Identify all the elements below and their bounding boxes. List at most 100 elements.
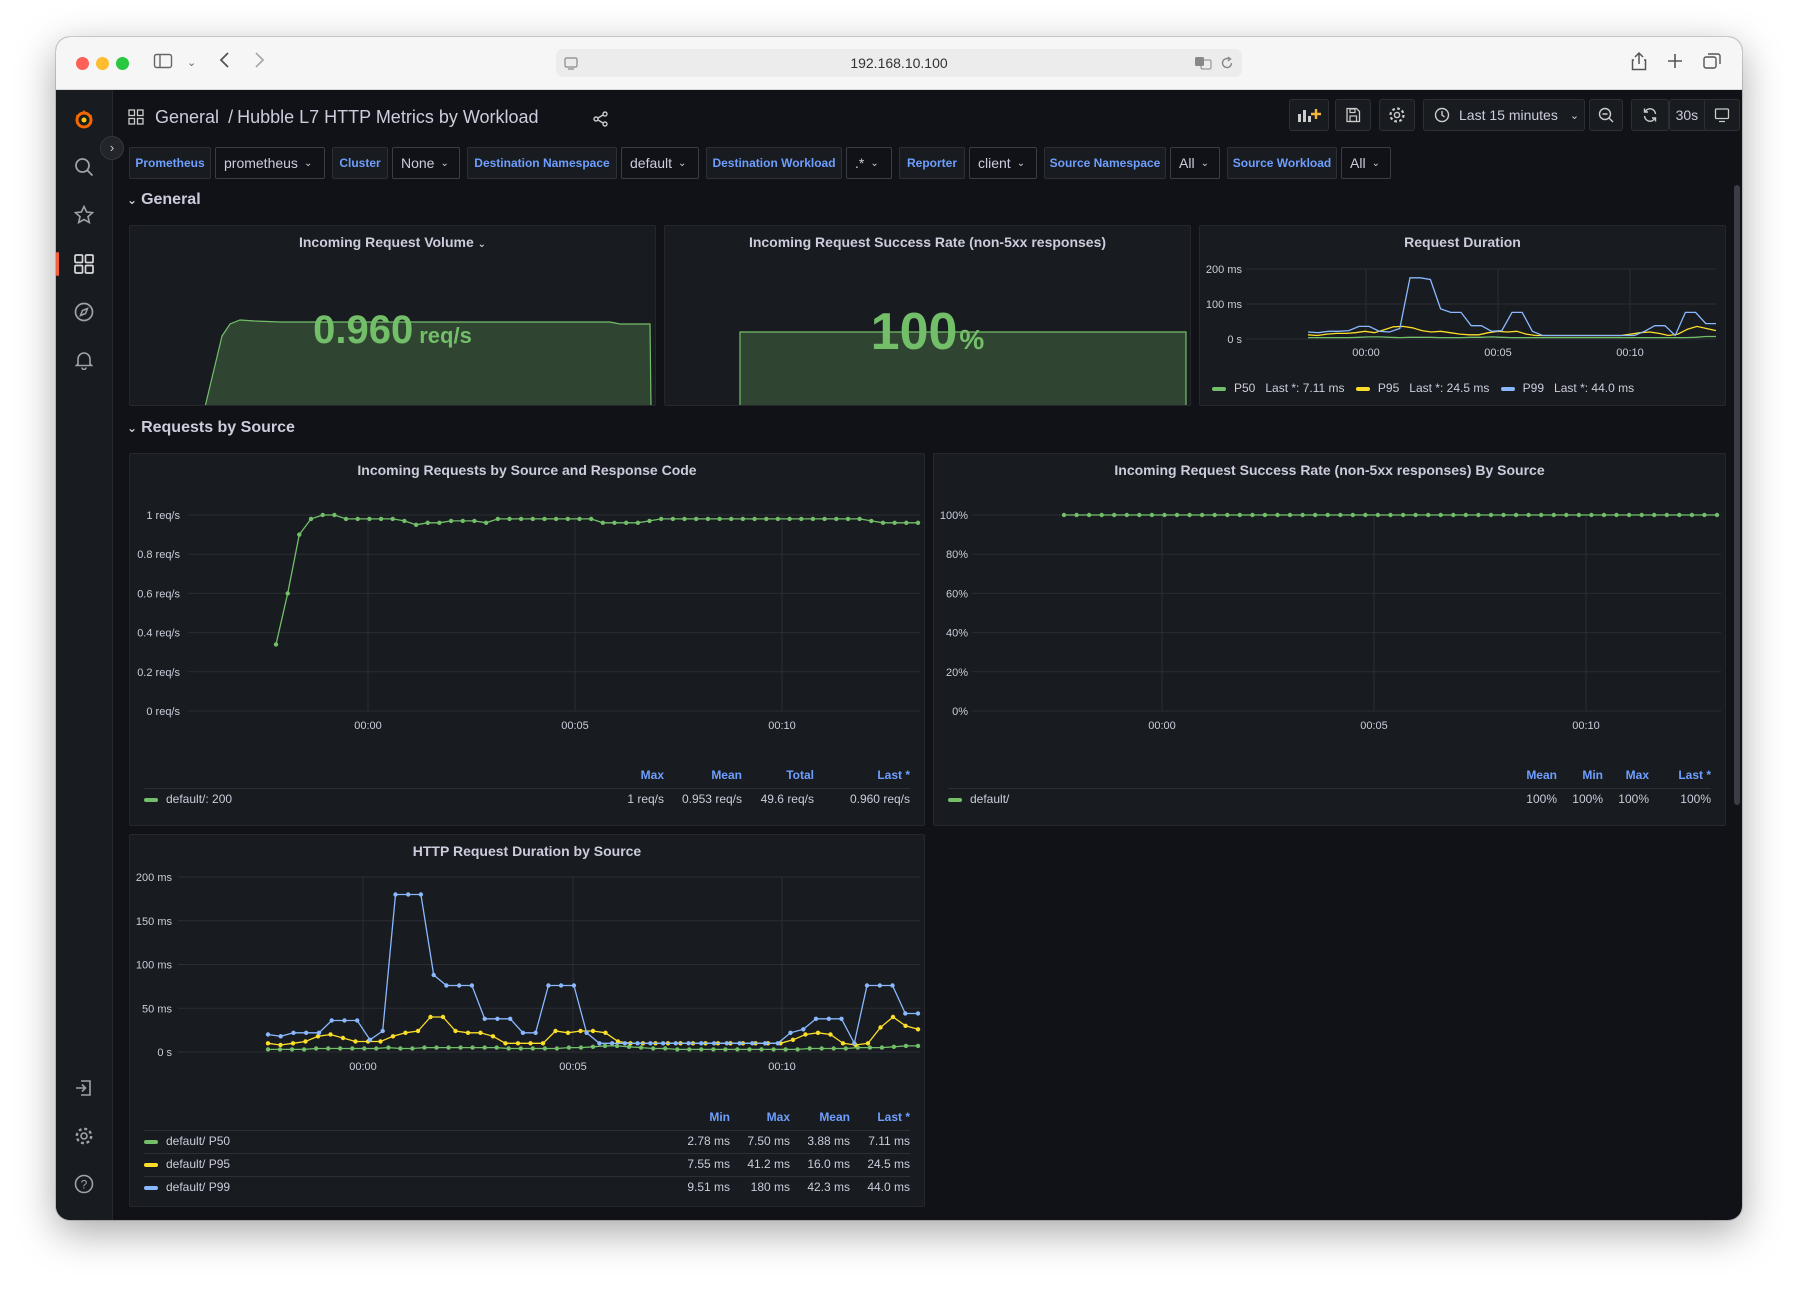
sign-in-icon[interactable] bbox=[69, 1073, 99, 1103]
sidebar-toggle-icon[interactable] bbox=[153, 52, 173, 75]
dashboards-icon[interactable] bbox=[69, 249, 99, 279]
var-select-source-namespace[interactable]: All ⌄ bbox=[1170, 147, 1220, 179]
var-label-reporter: Reporter bbox=[899, 147, 965, 179]
legend-header[interactable]: Max bbox=[640, 768, 664, 782]
legend-header[interactable]: Last * bbox=[1678, 768, 1711, 782]
share-dashboard-icon[interactable] bbox=[593, 111, 609, 127]
data-point bbox=[577, 516, 582, 522]
legend-row[interactable]: default/ P95 7.55 ms 41.2 ms 16.0 ms 24.… bbox=[144, 1153, 910, 1173]
legend-row[interactable]: default/ 100% 100% 100% 100% bbox=[948, 788, 1711, 808]
search-icon[interactable] bbox=[69, 152, 99, 182]
data-point bbox=[291, 1030, 296, 1035]
legend-header[interactable]: Total bbox=[786, 768, 814, 782]
data-point bbox=[386, 1045, 391, 1050]
data-point bbox=[807, 1046, 812, 1051]
back-icon[interactable] bbox=[218, 50, 232, 75]
legend-header[interactable]: Max bbox=[1625, 768, 1649, 782]
panel-title[interactable]: Request Duration bbox=[1404, 234, 1521, 250]
legend-row[interactable]: default/ P99 9.51 ms 180 ms 42.3 ms 44.0… bbox=[144, 1176, 910, 1196]
gear-icon[interactable] bbox=[69, 1121, 99, 1151]
data-point bbox=[425, 520, 430, 525]
y-tick-label: 200 ms bbox=[1206, 264, 1243, 276]
data-point bbox=[724, 1041, 729, 1046]
data-point bbox=[915, 1027, 921, 1032]
refresh-button[interactable] bbox=[1631, 99, 1669, 131]
data-point bbox=[1124, 512, 1129, 518]
panel-title[interactable]: Incoming Request Volume ⌄ bbox=[298, 234, 487, 250]
explore-icon[interactable] bbox=[69, 297, 99, 327]
legend-header[interactable]: Mean bbox=[711, 768, 742, 782]
legend-name: default/: 200 bbox=[166, 792, 233, 806]
legend-header[interactable]: Mean bbox=[1526, 768, 1557, 782]
reload-icon[interactable] bbox=[1220, 56, 1234, 70]
new-tab-icon[interactable] bbox=[1667, 51, 1683, 76]
legend-item[interactable]: P50 Last *: 7.11 ms bbox=[1212, 381, 1345, 395]
var-select-reporter[interactable]: client ⌄ bbox=[969, 147, 1037, 179]
expand-menu-button[interactable]: › bbox=[100, 136, 124, 160]
dashboard-title[interactable]: Hubble L7 HTTP Metrics by Workload bbox=[237, 107, 539, 127]
var-select-cluster[interactable]: None ⌄ bbox=[392, 147, 460, 179]
tab-overview-icon[interactable] bbox=[1703, 51, 1721, 76]
share-icon[interactable] bbox=[1631, 51, 1647, 76]
legend-value: 44.0 ms bbox=[1591, 381, 1635, 395]
var-select-prometheus[interactable]: prometheus ⌄ bbox=[215, 147, 325, 179]
y-tick-label: 150 ms bbox=[136, 916, 173, 928]
var-select-destination-namespace[interactable]: default ⌄ bbox=[621, 147, 699, 179]
legend-header[interactable]: Mean bbox=[819, 1110, 850, 1124]
alerting-icon[interactable] bbox=[69, 345, 99, 375]
legend-header[interactable]: Min bbox=[709, 1110, 730, 1124]
var-select-destination-workload[interactable]: .* ⌄ bbox=[846, 147, 892, 179]
row-general[interactable]: ⌄ General bbox=[127, 191, 201, 209]
legend-header[interactable]: Max bbox=[766, 1110, 790, 1124]
legend-value: 49.6 req/s bbox=[760, 792, 814, 806]
row-requests-by-source[interactable]: ⌄ Requests by Source bbox=[127, 419, 295, 437]
time-picker-button[interactable]: Last 15 minutes ⌄ bbox=[1423, 99, 1585, 131]
starred-icon[interactable] bbox=[69, 200, 99, 230]
add-panel-button[interactable] bbox=[1289, 99, 1329, 131]
minimize-window-button[interactable] bbox=[96, 57, 109, 70]
data-point bbox=[839, 1016, 844, 1021]
forward-icon[interactable] bbox=[252, 50, 266, 75]
panel-title[interactable]: Incoming Request Success Rate (non-5xx r… bbox=[1114, 462, 1545, 478]
data-point bbox=[460, 518, 465, 524]
x-tick-label: 00:05 bbox=[1484, 347, 1512, 359]
data-point bbox=[614, 1043, 620, 1049]
var-value: prometheus bbox=[224, 155, 298, 171]
chevron-down-icon[interactable]: ⌄ bbox=[187, 57, 197, 69]
legend-item[interactable]: P99 Last *: 44.0 ms bbox=[1500, 381, 1635, 395]
chevron-down-icon: ⌄ bbox=[1569, 109, 1580, 122]
address-bar[interactable]: 192.168.10.100 bbox=[556, 49, 1242, 77]
help-icon[interactable]: ? bbox=[69, 1169, 99, 1199]
legend-header[interactable]: Min bbox=[1582, 768, 1603, 782]
data-point bbox=[393, 892, 398, 897]
data-point bbox=[1501, 512, 1506, 518]
panel-title[interactable]: Incoming Request Success Rate (non-5xx r… bbox=[748, 234, 1107, 250]
zoom-out-button[interactable] bbox=[1589, 99, 1623, 131]
data-point bbox=[326, 1046, 331, 1051]
legend-item[interactable]: P95 Last *: 24.5 ms bbox=[1355, 381, 1489, 395]
folder-link[interactable]: General bbox=[155, 107, 220, 127]
legend-header[interactable]: Last * bbox=[877, 1110, 910, 1124]
panel-title[interactable]: HTTP Request Duration by Source bbox=[412, 843, 642, 859]
close-window-button[interactable] bbox=[76, 57, 89, 70]
legend-row[interactable]: default/: 200 1 req/s 0.953 req/s 49.6 r… bbox=[144, 788, 910, 808]
data-point bbox=[578, 1028, 583, 1034]
y-tick-label: 0 req/s bbox=[146, 706, 180, 718]
tv-mode-button[interactable] bbox=[1704, 99, 1740, 131]
data-point bbox=[367, 516, 372, 522]
grafana-logo[interactable] bbox=[69, 104, 99, 134]
stat-unit: req/s bbox=[419, 323, 472, 348]
panel-title[interactable]: Incoming Requests by Source and Response… bbox=[357, 462, 697, 478]
var-select-source-workload[interactable]: All ⌄ bbox=[1341, 147, 1391, 179]
data-point bbox=[737, 1041, 742, 1046]
data-point bbox=[398, 1046, 403, 1051]
scrollbar[interactable] bbox=[1734, 185, 1740, 805]
data-point bbox=[660, 1041, 666, 1046]
translate-icon[interactable] bbox=[1194, 56, 1212, 70]
y-tick-label: 0.4 req/s bbox=[137, 628, 180, 640]
dashboard-settings-button[interactable] bbox=[1379, 99, 1415, 131]
zoom-window-button[interactable] bbox=[116, 57, 129, 70]
legend-header[interactable]: Last * bbox=[877, 768, 910, 782]
save-dashboard-button[interactable] bbox=[1335, 99, 1371, 131]
legend-row[interactable]: default/ P50 2.78 ms 7.50 ms 3.88 ms 7.1… bbox=[144, 1130, 910, 1150]
